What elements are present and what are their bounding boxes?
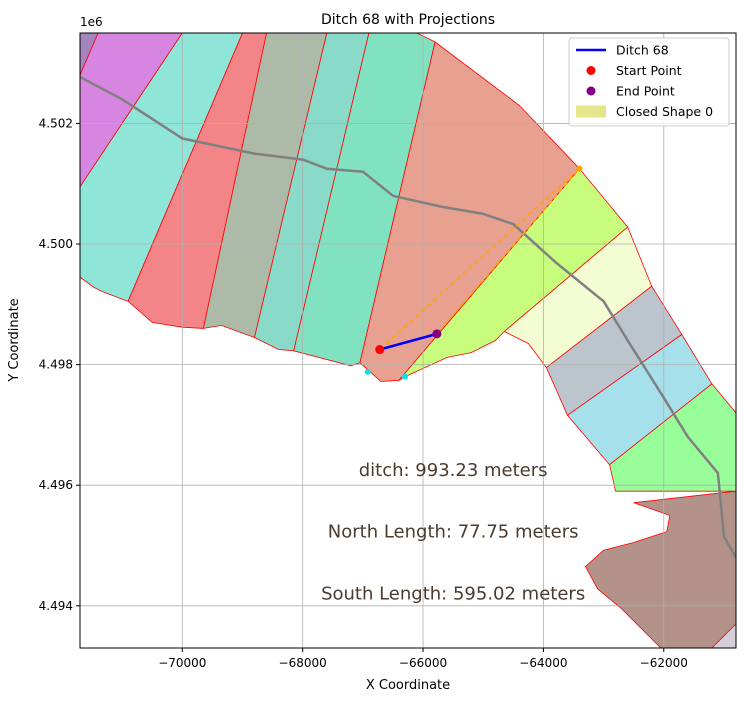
legend-label: End Point [616, 84, 675, 99]
projection-point [576, 165, 583, 172]
y-tick-label: 4.494 [39, 599, 73, 613]
x-tick-label: −70000 [158, 656, 206, 670]
legend-patch-swatch [576, 105, 606, 118]
x-tick-label: −64000 [519, 656, 567, 670]
end-point-marker [432, 329, 442, 339]
region-polygon [254, 33, 370, 352]
y-tick-label: 4.502 [39, 116, 73, 130]
annotation-text: ditch: 993.23 meters [359, 460, 548, 481]
legend: Ditch 68 Start Point End Point Closed Shape… [568, 37, 730, 127]
ditch-line [379, 332, 438, 351]
region-polygon [398, 168, 629, 381]
y-axis-label: Y Coordinate [7, 298, 22, 382]
legend-label: Closed Shape 0 [616, 104, 713, 119]
overlay-layer [80, 75, 736, 559]
legend-label: Ditch 68 [616, 43, 669, 58]
x-tick-label: −66000 [399, 656, 447, 670]
region-polygon [711, 623, 736, 648]
legend-point-swatch [586, 86, 596, 96]
annotation-text: North Length: 77.75 meters [328, 522, 579, 543]
x-axis-label: X Coordinate [366, 678, 450, 693]
ticks-layer: −70000 −68000 −66000 −64000 −62000 4.494 4.496… [39, 116, 688, 670]
projection-point [364, 368, 371, 375]
grid-layer [80, 33, 736, 648]
start-point-marker [375, 345, 385, 355]
y-tick-label: 4.498 [39, 358, 73, 372]
x-tick-label: −68000 [279, 656, 327, 670]
plot-area [80, 33, 736, 648]
legend-label: Start Point [616, 63, 682, 78]
y-tick-label: 4.496 [39, 478, 73, 492]
legend-box [568, 37, 730, 127]
projection-line [379, 168, 581, 351]
chart-title: Ditch 68 with Projections [321, 12, 495, 28]
x-tick-label: −62000 [640, 656, 688, 670]
y-offset-label: 1e6 [80, 15, 103, 29]
annotations-layer: ditch: 993.23 meters North Length: 77.75 … [321, 460, 585, 605]
legend-point-swatch [586, 66, 596, 75]
region-polygon [503, 226, 653, 369]
y-tick-label: 4.500 [39, 237, 73, 251]
plot-frame [79, 32, 737, 649]
annotation-text: South Length: 595.02 meters [321, 584, 585, 605]
region-polygon [609, 383, 736, 492]
projection-point [401, 373, 408, 380]
region-polygon [202, 33, 328, 339]
river-line [80, 75, 736, 559]
